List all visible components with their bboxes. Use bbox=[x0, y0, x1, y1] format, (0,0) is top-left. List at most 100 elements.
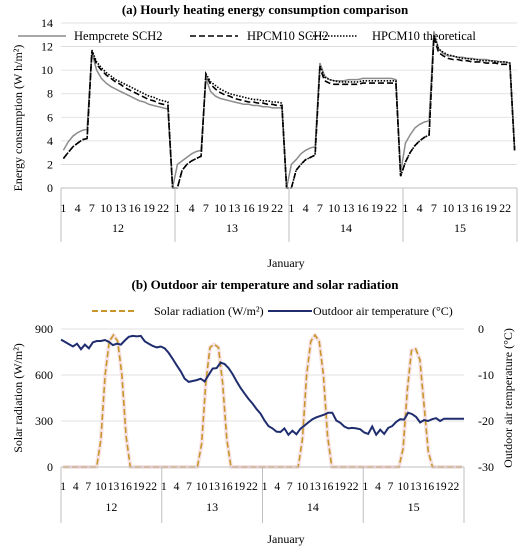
chart-b-y2-axis-label: Outdoor air temperature (°C) bbox=[501, 328, 515, 468]
hour-tick-label: 1 bbox=[60, 481, 66, 493]
y-tick-label: 300 bbox=[35, 414, 53, 428]
chart-b-series bbox=[60, 333, 464, 469]
hour-tick-label: 13 bbox=[456, 201, 468, 215]
hour-tick-label: 4 bbox=[174, 481, 180, 493]
hour-tick-label: 13 bbox=[228, 201, 240, 215]
hour-tick-label: 1 bbox=[288, 201, 294, 215]
hour-tick-label: 4 bbox=[73, 481, 79, 493]
series-line bbox=[62, 31, 516, 189]
hour-tick-label: 19 bbox=[334, 481, 346, 493]
y-tick-label: 4 bbox=[47, 134, 53, 148]
hour-tick-label: 4 bbox=[303, 201, 309, 215]
chart-b-y-tick-labels: 0 300 600 900 bbox=[35, 322, 53, 474]
y-tick-label: 8 bbox=[47, 87, 53, 101]
hour-tick-label: 7 bbox=[388, 481, 394, 493]
hour-tick-label: 4 bbox=[274, 481, 280, 493]
hour-tick-label: 1 bbox=[174, 201, 180, 215]
hour-tick-label: 13 bbox=[108, 481, 120, 493]
hour-tick-label: 16 bbox=[357, 201, 369, 215]
hour-tick-label: 4 bbox=[75, 201, 81, 215]
y-tick-label: 6 bbox=[47, 110, 53, 124]
hour-tick-label: 16 bbox=[423, 481, 435, 493]
hour-tick-label: 1 bbox=[60, 201, 66, 215]
hour-tick-label: 19 bbox=[133, 481, 145, 493]
day-label: 13 bbox=[226, 221, 238, 235]
day-label: 12 bbox=[112, 221, 124, 235]
hour-tick-label: 19 bbox=[143, 201, 155, 215]
hour-tick-label: 10 bbox=[297, 481, 309, 493]
hour-tick-label: 10 bbox=[328, 201, 340, 215]
hour-tick-label: 19 bbox=[257, 201, 269, 215]
hour-tick-label: 22 bbox=[146, 481, 158, 493]
y-tick-label: 2 bbox=[47, 157, 53, 171]
hour-tick-label: 7 bbox=[317, 201, 323, 215]
chart-b-x-axis-label: January bbox=[267, 532, 304, 546]
day-label: 14 bbox=[307, 500, 319, 514]
chart-a: (a) Hourly heating energy consumption co… bbox=[11, 2, 518, 270]
hour-tick-label: 10 bbox=[442, 201, 454, 215]
hour-tick-label: 22 bbox=[385, 201, 397, 215]
hour-tick-label: 1 bbox=[262, 481, 268, 493]
hour-tick-label: 22 bbox=[448, 481, 460, 493]
series-line bbox=[62, 36, 516, 189]
hour-tick-label: 1 bbox=[402, 201, 408, 215]
chart-a-title: (a) Hourly heating energy consumption co… bbox=[122, 2, 409, 17]
y-tick-label: 14 bbox=[41, 16, 53, 30]
day-label: 12 bbox=[105, 500, 117, 514]
hour-tick-label: 16 bbox=[129, 201, 141, 215]
hour-tick-label: 10 bbox=[100, 201, 112, 215]
hour-tick-label: 16 bbox=[120, 481, 132, 493]
chart-a-x-axis-label: January bbox=[267, 256, 304, 270]
y-tick-label: 10 bbox=[41, 63, 53, 77]
legend-label: HPCM10 theoretical bbox=[372, 29, 476, 43]
day-label: 15 bbox=[408, 500, 420, 514]
hour-tick-label: 16 bbox=[471, 201, 483, 215]
y-tick-label: 12 bbox=[41, 40, 53, 54]
chart-a-legend: Hempcrete SCH2 HPCM10 SCH2 HPCM10 theoreti… bbox=[18, 29, 476, 43]
hour-tick-label: 22 bbox=[271, 201, 283, 215]
hour-tick-label: 4 bbox=[189, 201, 195, 215]
series-line bbox=[60, 334, 464, 437]
y2-tick-label: -10 bbox=[478, 368, 494, 382]
chart-b-y2-tick-labels: 0 -10 -20 -30 bbox=[478, 322, 494, 474]
legend-label: Outdoor air temperature (°C) bbox=[313, 304, 453, 318]
hour-tick-label: 19 bbox=[371, 201, 383, 215]
legend-label: Hempcrete SCH2 bbox=[74, 29, 163, 43]
hour-tick-label: 13 bbox=[342, 201, 354, 215]
hour-tick-label: 4 bbox=[375, 481, 381, 493]
day-label: 13 bbox=[206, 500, 218, 514]
hour-tick-label: 7 bbox=[85, 481, 91, 493]
chart-a-y-tick-labels: 0 2 4 6 8 10 12 14 bbox=[41, 16, 53, 195]
hour-tick-label: 13 bbox=[114, 201, 126, 215]
hour-tick-label: 19 bbox=[234, 481, 246, 493]
chart-a-y-axis-label: Energy consumption (W h/m²) bbox=[11, 45, 25, 192]
day-label: 14 bbox=[340, 221, 352, 235]
hour-tick-label: 7 bbox=[186, 481, 192, 493]
hour-tick-label: 4 bbox=[417, 201, 423, 215]
y-tick-label: 0 bbox=[47, 181, 53, 195]
hour-tick-label: 7 bbox=[203, 201, 209, 215]
hour-tick-label: 22 bbox=[499, 201, 511, 215]
hour-tick-label: 7 bbox=[431, 201, 437, 215]
series-line bbox=[62, 34, 516, 189]
day-label: 15 bbox=[454, 221, 466, 235]
hour-tick-label: 13 bbox=[208, 481, 220, 493]
chart-b-title: (b) Outdoor air temperature and solar ra… bbox=[132, 277, 400, 292]
hour-tick-label: 19 bbox=[485, 201, 497, 215]
hour-tick-label: 10 bbox=[95, 481, 107, 493]
hour-tick-label: 1 bbox=[161, 481, 167, 493]
y-tick-label: 900 bbox=[35, 322, 53, 336]
hour-tick-label: 1 bbox=[362, 481, 368, 493]
chart-b: (b) Outdoor air temperature and solar ra… bbox=[11, 277, 515, 546]
hour-tick-label: 13 bbox=[410, 481, 422, 493]
chart-b-legend: Solar radiation (W/m²) Outdoor air temper… bbox=[92, 304, 453, 318]
hour-tick-label: 22 bbox=[157, 201, 169, 215]
y2-tick-label: 0 bbox=[478, 322, 484, 336]
hour-tick-label: 7 bbox=[89, 201, 95, 215]
legend-label: HPCM10 SCH2 bbox=[247, 29, 329, 43]
legend-label: Solar radiation (W/m²) bbox=[154, 304, 264, 318]
hour-tick-label: 19 bbox=[435, 481, 447, 493]
hour-tick-label: 10 bbox=[397, 481, 409, 493]
hour-tick-label: 7 bbox=[287, 481, 293, 493]
